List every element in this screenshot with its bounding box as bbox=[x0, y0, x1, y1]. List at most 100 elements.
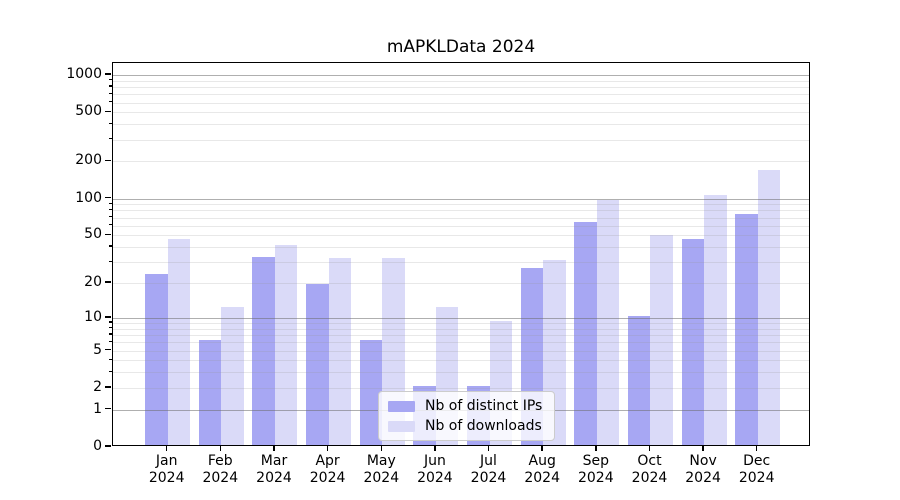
y-tick-mark bbox=[105, 233, 111, 236]
x-tick-mark bbox=[702, 446, 704, 451]
y-tick-label: 10 bbox=[84, 308, 102, 325]
gridline-minor bbox=[113, 112, 809, 114]
y-tick-label: 20 bbox=[84, 274, 102, 291]
y-minor-tick-mark bbox=[108, 208, 112, 210]
x-tick-mark bbox=[755, 446, 758, 451]
bar-distinct-ips bbox=[574, 221, 597, 445]
y-tick-label: 200 bbox=[75, 152, 102, 169]
x-tick-label: Dec 2024 bbox=[738, 453, 775, 486]
gridline-minor bbox=[113, 102, 809, 104]
x-tick-label: Mar 2024 bbox=[256, 453, 292, 486]
gridline-minor bbox=[113, 94, 809, 96]
bar-downloads bbox=[221, 306, 244, 445]
y-tick-label: 500 bbox=[75, 103, 102, 120]
y-minor-tick-mark bbox=[108, 100, 112, 103]
y-minor-tick-mark bbox=[108, 122, 112, 124]
bar-downloads bbox=[757, 169, 781, 445]
y-tick-label: 50 bbox=[84, 226, 102, 243]
x-tick-label: Oct 2024 bbox=[631, 453, 668, 486]
y-minor-tick-mark bbox=[108, 333, 112, 335]
x-tick-mark bbox=[165, 446, 168, 451]
gridline-minor bbox=[113, 80, 809, 82]
x-tick-mark bbox=[434, 446, 436, 451]
legend-row: Nb of downloads bbox=[388, 418, 542, 434]
x-tick-mark bbox=[648, 446, 651, 451]
bar-distinct-ips bbox=[198, 340, 222, 445]
chart-title: mAPKLData 2024 bbox=[386, 37, 536, 57]
y-tick-mark bbox=[105, 159, 111, 162]
x-tick-label: Jun 2024 bbox=[417, 453, 453, 486]
y-minor-tick-mark bbox=[108, 327, 112, 329]
y-tick-mark bbox=[105, 316, 111, 318]
gridline-minor bbox=[113, 124, 809, 126]
bar-downloads bbox=[704, 194, 727, 445]
x-tick-mark bbox=[273, 446, 275, 451]
x-tick-mark bbox=[380, 446, 383, 451]
x-tick-label: Feb 2024 bbox=[202, 453, 239, 486]
x-tick-label: Jul 2024 bbox=[470, 453, 507, 486]
x-tick-label: Jan 2024 bbox=[148, 453, 185, 486]
x-tick-label: Nov 2024 bbox=[685, 453, 721, 486]
y-minor-tick-mark bbox=[108, 92, 112, 94]
y-minor-tick-mark bbox=[108, 138, 112, 140]
y-minor-tick-mark bbox=[108, 224, 112, 226]
y-minor-tick-mark bbox=[108, 202, 112, 204]
bar-downloads bbox=[328, 258, 352, 445]
bar-downloads bbox=[596, 199, 620, 445]
x-tick-mark bbox=[219, 446, 222, 451]
legend-label: Nb of downloads bbox=[425, 418, 542, 434]
y-tick-mark bbox=[105, 110, 111, 113]
y-minor-tick-mark bbox=[108, 245, 112, 247]
y-minor-tick-mark bbox=[108, 260, 112, 262]
bar-downloads bbox=[274, 245, 298, 445]
x-tick-mark bbox=[541, 446, 543, 451]
y-minor-tick-mark bbox=[108, 358, 112, 360]
bar-downloads bbox=[167, 238, 191, 445]
x-tick-label: Sep 2024 bbox=[577, 453, 614, 486]
y-tick-mark bbox=[105, 445, 111, 447]
bar-distinct-ips bbox=[359, 340, 383, 445]
bar-distinct-ips bbox=[735, 214, 758, 445]
bar-distinct-ips bbox=[627, 315, 651, 445]
y-minor-tick-mark bbox=[108, 215, 112, 218]
y-tick-mark bbox=[105, 73, 111, 75]
legend-row: Nb of distinct IPs bbox=[388, 398, 542, 414]
plot-area bbox=[112, 62, 810, 446]
y-tick-mark bbox=[105, 196, 111, 199]
bar-distinct-ips bbox=[681, 238, 705, 445]
gridline-minor bbox=[113, 139, 809, 141]
gridline-minor bbox=[113, 87, 809, 88]
x-tick-mark bbox=[595, 446, 597, 451]
y-tick-mark bbox=[105, 281, 111, 283]
y-minor-tick-mark bbox=[108, 321, 112, 323]
y-tick-mark bbox=[105, 348, 111, 351]
y-tick-label: 100 bbox=[75, 189, 102, 206]
gridline-minor bbox=[113, 161, 809, 163]
gridline-major bbox=[113, 75, 809, 76]
x-tick-label: Aug 2024 bbox=[524, 453, 560, 486]
y-tick-label: 1 bbox=[93, 400, 102, 417]
legend-swatch-icon bbox=[388, 400, 415, 412]
x-tick-label: May 2024 bbox=[363, 453, 400, 486]
y-tick-mark bbox=[105, 407, 111, 410]
y-tick-label: 5 bbox=[93, 341, 102, 358]
legend-label: Nb of distinct IPs bbox=[425, 398, 543, 414]
y-minor-tick-mark bbox=[108, 79, 112, 81]
bar-distinct-ips bbox=[252, 256, 275, 445]
legend-swatch-icon bbox=[388, 420, 415, 432]
x-tick-mark bbox=[326, 446, 329, 451]
y-tick-label: 1000 bbox=[66, 66, 102, 82]
y-tick-mark bbox=[105, 386, 111, 388]
legend: Nb of distinct IPs Nb of downloads bbox=[378, 391, 556, 441]
y-tick-label: 0 bbox=[93, 438, 102, 454]
y-tick-label: 2 bbox=[93, 378, 102, 395]
y-minor-tick-mark bbox=[108, 340, 112, 342]
x-tick-mark bbox=[487, 446, 490, 451]
bar-distinct-ips bbox=[145, 273, 168, 445]
bar-downloads bbox=[650, 235, 673, 445]
bar-distinct-ips bbox=[306, 283, 329, 445]
y-minor-tick-mark bbox=[108, 85, 112, 87]
x-tick-label: Apr 2024 bbox=[309, 453, 346, 486]
y-minor-tick-mark bbox=[108, 370, 112, 372]
